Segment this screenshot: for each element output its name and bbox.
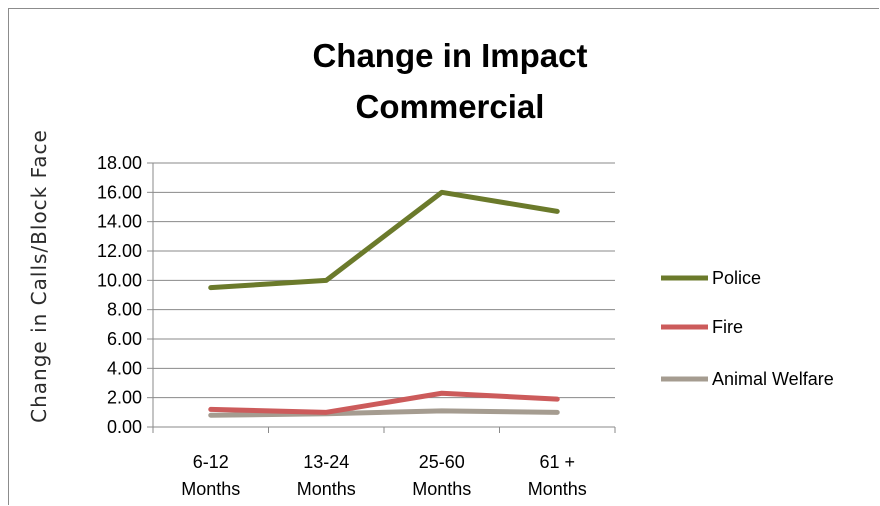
y-tick-label: 8.00 [107, 300, 142, 320]
legend: Police Fire Animal Welfare [661, 268, 834, 389]
legend-label-police: Police [712, 268, 761, 288]
y-tick-label: 4.00 [107, 358, 142, 378]
x-tick-label: 61 + [539, 452, 575, 472]
x-tick-label: Months [412, 479, 471, 499]
y-tick-labels: 0.00 2.00 4.00 6.00 8.00 10.00 12.00 14.00 16.00… [97, 153, 142, 437]
x-tick-label: Months [181, 479, 240, 499]
series-line-fire [208, 390, 560, 415]
y-tick-label: 6.00 [107, 329, 142, 349]
y-tick-label: 0.00 [107, 417, 142, 437]
x-tick-label: 6-12 [193, 452, 229, 472]
y-tick-label: 2.00 [107, 388, 142, 408]
axes [152, 163, 616, 433]
x-tick-label: 25-60 [419, 452, 465, 472]
y-tick-label: 12.00 [97, 241, 142, 261]
series-lines [208, 189, 560, 418]
chart-title-line-2: Commercial [356, 88, 545, 125]
legend-label-animal-welfare: Animal Welfare [712, 369, 834, 389]
legend-label-fire: Fire [712, 317, 743, 337]
x-tick-label: 13-24 [303, 452, 349, 472]
x-tick-label: Months [297, 479, 356, 499]
y-tick-label: 10.00 [97, 270, 142, 290]
chart-title: Change in Impact Commercial [312, 37, 587, 125]
y-tick-label: 16.00 [97, 182, 142, 202]
y-axis-label: Change in Calls/Block Face [27, 129, 51, 423]
y-tick-label: 18.00 [97, 153, 142, 173]
x-tick-label: Months [528, 479, 587, 499]
y-tick-label: 14.00 [97, 212, 142, 232]
series-line-police [208, 189, 560, 291]
chart-title-line-1: Change in Impact [312, 37, 587, 74]
x-tick-labels: 6-12 Months 13-24 Months 25-60 Months 61 + Mont… [181, 452, 587, 499]
grid-lines [147, 162, 615, 428]
series-line-animal-welfare [208, 408, 560, 418]
